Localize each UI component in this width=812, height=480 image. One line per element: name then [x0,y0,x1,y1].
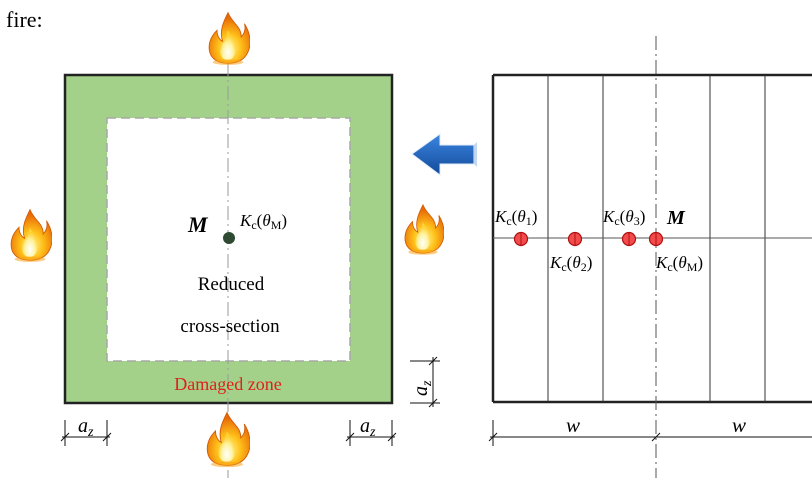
right-dim-az [345,420,397,446]
label-k-theta2: Kc(θ2) [549,253,592,274]
reduced-label-line1: Reduced [198,274,265,295]
left-point-m [223,232,235,244]
left-dim-az [60,420,112,446]
w-label-right: w [732,413,746,437]
flame-icon-left [10,209,52,263]
point-ticks [520,233,657,245]
vertical-dim-az [410,356,440,408]
strip-points [513,231,664,247]
label-k-theta3: Kc(θ3) [602,207,645,228]
arrow-left-icon [411,133,477,176]
reduced-label-line2: cross-section [180,316,280,337]
right-point-label: M [666,207,686,229]
flame-icon-right [404,204,444,256]
right-dim-az-label: az [360,415,376,440]
right-strip-model: Kc(θ1) Kc(θ2) Kc(θ3) Kc(θM) M w w [488,36,812,478]
label-k-thetaM: Kc(θM) [655,253,703,274]
label-k-theta1: Kc(θ1) [494,207,537,228]
w-label-left: w [566,413,580,437]
left-dim-az-label: az [78,415,94,440]
flame-icon-bottom [206,411,250,468]
left-cross-section: M Kc(θM) Reduced cross-section Damaged z… [10,12,444,478]
vertical-dim-az-label: az [410,380,435,396]
damaged-zone-label: Damaged zone [174,374,281,394]
caption-text: fire: [6,7,43,32]
left-point-label: M [187,212,209,237]
left-point-k-label: Kc(θM) [239,211,287,232]
w-dimension [488,420,812,446]
flame-icon-top [208,12,250,66]
